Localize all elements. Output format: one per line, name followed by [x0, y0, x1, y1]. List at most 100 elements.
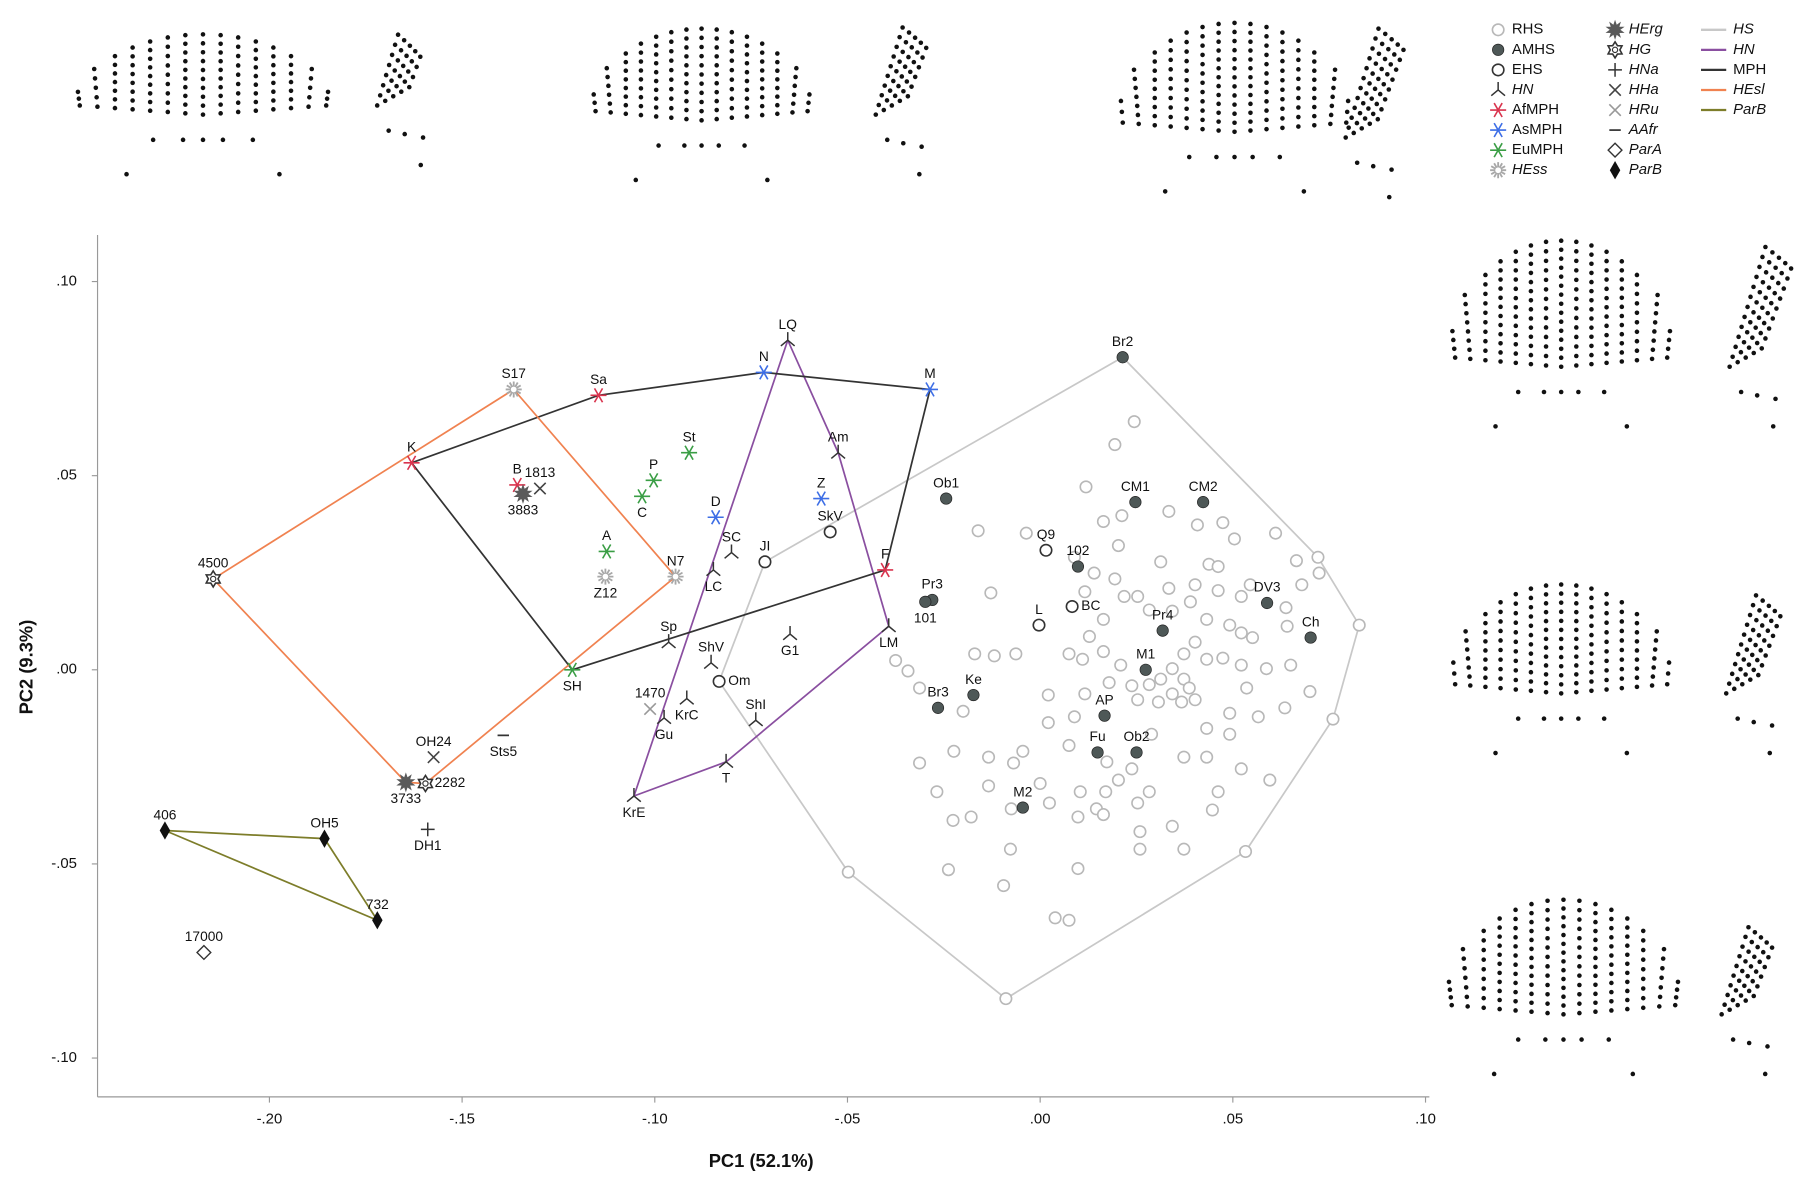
legend-marker — [1490, 123, 1506, 137]
skull-landmark — [183, 94, 188, 99]
skull-landmark — [1730, 355, 1735, 360]
data-point — [1134, 826, 1145, 837]
skull-landmark — [1641, 1006, 1646, 1011]
skull-landmark — [1559, 337, 1564, 342]
skull-landmark — [792, 84, 797, 89]
skull-landmark — [1544, 249, 1549, 254]
skull-landmark — [1593, 956, 1598, 961]
data-point — [1072, 811, 1083, 822]
skull-landmark — [745, 88, 750, 93]
skull-landmark — [1589, 298, 1594, 303]
skull-landmark — [1620, 323, 1625, 328]
skull-landmark — [1641, 948, 1646, 953]
skull-landmark — [1767, 643, 1772, 648]
data-point — [1212, 561, 1223, 572]
skull-landmark — [606, 84, 611, 89]
skull-landmark — [1589, 325, 1594, 330]
skull-landmark — [1745, 974, 1750, 979]
skull-landmark — [624, 68, 629, 73]
skull-landmark — [113, 63, 118, 68]
skull-landmark — [684, 27, 689, 32]
data-point — [1098, 809, 1109, 820]
skull-landmark — [399, 89, 404, 94]
skull-landmark — [1280, 30, 1285, 35]
skull-landmark — [1606, 1037, 1611, 1042]
data-point — [1236, 591, 1247, 602]
skull-landmark — [218, 68, 223, 73]
skull-landmark — [1635, 348, 1640, 353]
marker-part — [1132, 591, 1143, 602]
marker-part — [1099, 710, 1110, 721]
skull-landmark — [1467, 674, 1472, 679]
skull-landmark — [1264, 127, 1269, 132]
skull-landmark — [1739, 642, 1744, 647]
skull-landmark — [1735, 677, 1740, 682]
skull-landmark — [1748, 320, 1753, 325]
skull-landmark — [411, 75, 416, 80]
skull-landmark — [1513, 917, 1518, 922]
marker-part — [1608, 143, 1622, 157]
marker-part — [1189, 579, 1200, 590]
skull-landmark — [1559, 691, 1564, 696]
skull-landmark — [1635, 310, 1640, 315]
data-point — [831, 445, 845, 459]
skull-landmark — [1657, 1004, 1662, 1009]
skull-landmark — [1248, 22, 1253, 27]
data-point — [1313, 567, 1324, 578]
skull-landmark — [1559, 591, 1564, 596]
point-label: F — [881, 547, 889, 562]
skull-landmark — [1483, 301, 1488, 306]
skull-landmark — [1635, 330, 1640, 335]
skull-landmark — [1483, 348, 1488, 353]
data-point — [843, 866, 854, 877]
skull-landmark — [1755, 393, 1760, 398]
skull-landmark — [1529, 280, 1534, 285]
skull-landmark — [1767, 285, 1772, 290]
marker-part — [646, 473, 662, 487]
skull-landmark — [1576, 390, 1581, 395]
chart: PC1 (52.1%) PC2 (9.3%) -.20-.15-.10-.05.… — [0, 0, 1802, 1192]
skull-landmark — [289, 54, 294, 59]
marker-part — [931, 786, 942, 797]
marker-part — [1126, 680, 1137, 691]
marker-part — [1491, 82, 1505, 96]
skull-landmark — [1135, 104, 1140, 109]
marker-part — [1612, 47, 1617, 52]
skull-landmark — [1559, 628, 1564, 633]
legend-label: HErg — [1629, 22, 1664, 38]
skull-landmark — [888, 64, 893, 69]
skull-landmark — [745, 52, 750, 57]
skull-landmark — [1748, 677, 1753, 682]
skull-landmark — [1514, 640, 1519, 645]
data-point — [160, 822, 169, 838]
skull-landmark — [1635, 292, 1640, 297]
data-point — [1224, 708, 1235, 719]
skull-landmark — [876, 103, 881, 108]
skull-landmark — [1248, 128, 1253, 133]
skull-landmark — [1545, 973, 1550, 978]
skull-landmark — [1561, 906, 1566, 911]
skull-landmark — [1733, 345, 1738, 350]
marker-part — [211, 576, 216, 581]
marker-part — [1077, 654, 1088, 665]
skull-landmark — [1280, 40, 1285, 45]
point-label: Ke — [965, 672, 982, 687]
skull-landmark — [1545, 936, 1550, 941]
skull-landmark — [1561, 986, 1566, 991]
skull-landmark — [1232, 75, 1237, 80]
marker-part — [1092, 747, 1103, 758]
data-point — [680, 691, 694, 705]
legend-label: HG — [1629, 42, 1651, 58]
point-label: KrE — [623, 805, 646, 820]
skull-landmark — [1653, 320, 1658, 325]
skull-landmark — [1665, 355, 1670, 360]
skull-landmark — [1589, 362, 1594, 367]
skull-landmark — [699, 54, 704, 59]
skull-landmark — [1248, 93, 1253, 98]
skull-landmark — [1248, 39, 1253, 44]
skull-landmark — [1374, 102, 1379, 107]
marker-part — [1084, 631, 1095, 642]
skull-landmark — [1760, 663, 1765, 668]
legend-label: HRu — [1629, 102, 1659, 118]
skull-landmark — [1785, 276, 1790, 281]
